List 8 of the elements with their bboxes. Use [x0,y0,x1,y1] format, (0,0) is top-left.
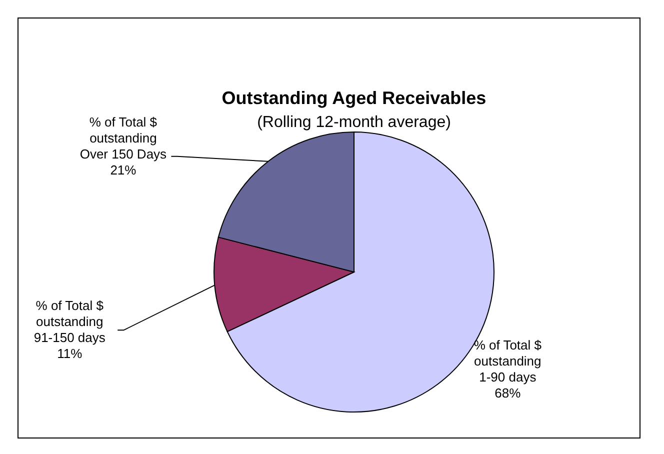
data-label: 11% [57,346,83,362]
slice-label: % of Total $ outstanding 91-150 days [34,298,106,346]
slice-label: % of Total $ outstanding 1-90 days [474,338,542,385]
data-label: 21% [110,162,137,178]
data-label: 68% [494,386,522,401]
chart-subtitle: (Rolling 12-month average) [257,114,451,131]
slice-label: % of Total $ outstanding Over 150 Days [80,114,168,162]
chart-title: Outstanding Aged Receivables [222,88,486,108]
